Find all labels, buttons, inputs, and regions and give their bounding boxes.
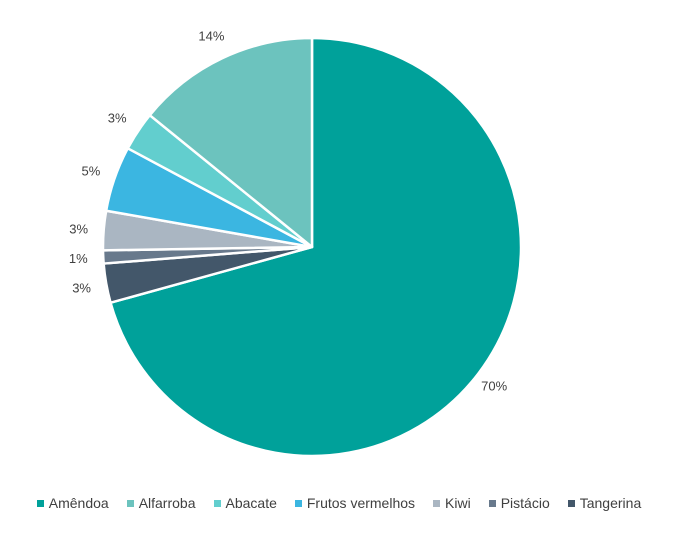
data-label: 5% <box>82 164 101 179</box>
legend-item: Frutos vermelhos <box>294 495 416 511</box>
legend-label: Tangerina <box>579 495 642 511</box>
legend-swatch <box>126 499 134 507</box>
pie-slice <box>148 36 314 249</box>
data-label: 14% <box>198 29 224 44</box>
data-label: 1% <box>69 251 88 266</box>
legend-label: Frutos vermelhos <box>306 495 416 511</box>
legend-item: Pistácio <box>488 495 550 511</box>
legend-label: Pistácio <box>500 495 550 511</box>
legend-swatch <box>433 499 441 507</box>
legend-item: Abacate <box>213 495 277 511</box>
legend-item: Amêndoa <box>36 495 109 511</box>
legend-swatch <box>488 499 496 507</box>
legend-swatch <box>567 499 575 507</box>
data-label: 3% <box>69 222 88 237</box>
data-label: 70% <box>481 379 507 394</box>
legend-swatch <box>294 499 302 507</box>
legend-item: Tangerina <box>567 495 642 511</box>
legend-swatch <box>36 499 44 507</box>
pie-slice <box>109 36 523 458</box>
legend-label: Abacate <box>225 495 277 511</box>
legend-label: Kiwi <box>445 495 471 511</box>
legend-item: Alfarroba <box>126 495 196 511</box>
legend-label: Alfarroba <box>138 495 196 511</box>
legend-label: Amêndoa <box>48 495 109 511</box>
legend-item: Kiwi <box>433 495 471 511</box>
data-label: 3% <box>108 110 127 125</box>
legend-swatch <box>213 499 221 507</box>
legend: Amêndoa Alfarroba Abacate Frutos vermelhos K… <box>0 493 678 513</box>
data-label: 3% <box>72 281 91 296</box>
